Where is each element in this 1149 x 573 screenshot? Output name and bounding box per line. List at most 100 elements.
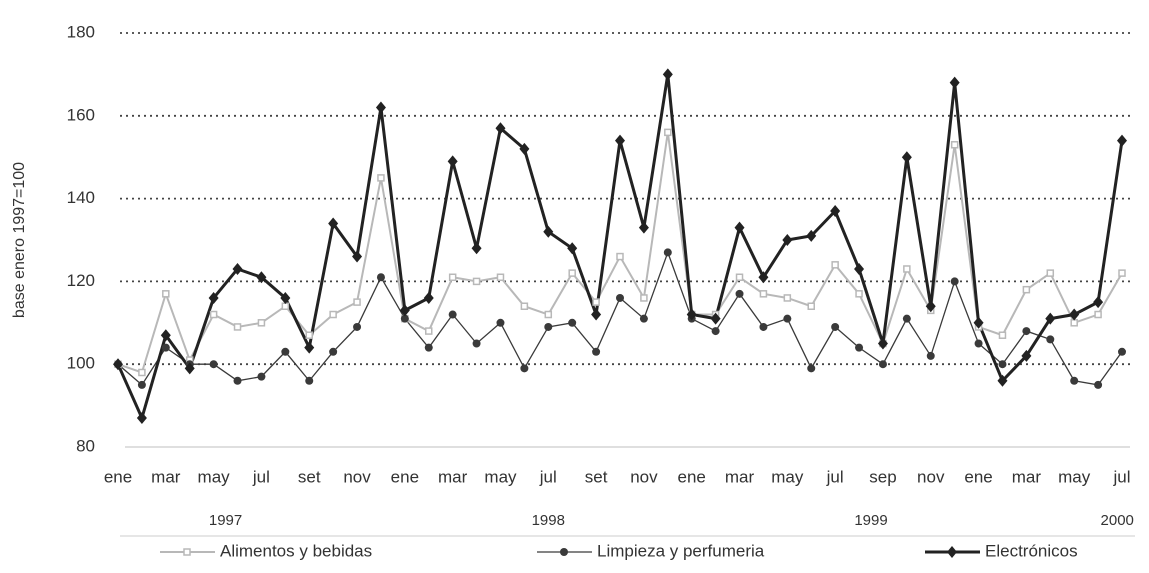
marker [160,329,171,342]
marker [663,248,672,257]
x-tick-label: jul [826,467,844,486]
marker [806,229,817,242]
x-tick-label: may [484,467,517,486]
marker [616,252,624,261]
marker [735,289,744,298]
x-tick-label: may [771,467,804,486]
marker [329,310,337,319]
marker [209,310,218,319]
legend-marker [947,546,957,558]
marker [281,302,290,310]
marker [1046,335,1055,344]
marker [877,337,888,350]
marker [973,316,984,329]
marker [305,376,314,385]
marker [1022,327,1031,336]
marker [329,347,338,356]
x-tick-label: nov [343,467,371,486]
series-line [116,74,1124,423]
marker [162,290,170,298]
marker [950,141,959,149]
marker [544,322,553,331]
marker [138,368,146,377]
marker [400,314,409,323]
legend-marker [560,548,568,556]
marker [568,318,577,327]
marker [209,360,218,369]
x-tick-label: jul [539,467,557,486]
x-tick-label: sep [869,467,896,486]
marker [759,322,768,331]
marker [208,291,219,304]
marker [710,312,721,325]
marker [1093,296,1104,309]
y-tick-label: 140 [67,188,95,207]
marker [1094,310,1102,319]
x-tick-label: may [198,467,231,486]
marker [305,331,313,339]
marker [807,302,815,310]
marker [137,380,146,389]
x-tick-label: may [1058,467,1091,486]
marker [855,290,863,298]
marker [161,343,170,352]
marker [471,242,482,255]
y-tick-label: 160 [67,105,95,124]
marker [686,308,697,321]
y-tick-label: 100 [67,354,95,373]
marker [925,300,936,313]
marker [901,151,912,164]
x-tick-label: mar [438,467,468,486]
marker [472,277,481,286]
marker [638,221,649,234]
marker [256,271,267,284]
marker [257,372,266,381]
marker [448,273,457,282]
marker [425,327,433,335]
marker [377,174,385,182]
marker [950,277,959,286]
marker [903,265,911,273]
x-tick-label: nov [917,467,945,486]
marker [233,376,242,385]
x-tick-label: mar [151,467,181,486]
marker [568,269,576,277]
x-tick-label: mar [1012,467,1042,486]
marker [496,318,505,327]
marker [1021,349,1032,362]
marker [831,261,839,269]
marker [280,291,291,304]
marker [902,314,911,323]
marker [520,302,529,310]
marker [520,364,529,373]
marker [423,291,434,304]
y-tick-label: 180 [67,22,95,41]
marker [734,221,745,234]
marker [1045,312,1056,325]
x-tick-label: ene [104,467,132,486]
marker [232,262,243,275]
y-axis-label: base enero 1997=100 [11,162,28,318]
x-tick-label: jul [252,467,270,486]
marker [567,242,578,255]
marker [424,343,433,352]
marker [375,101,386,114]
marker [783,314,792,323]
x-tick-label: mar [725,467,755,486]
legend-marker [183,548,191,556]
x-tick-label: set [585,467,608,486]
marker [1022,285,1031,294]
marker [662,68,673,81]
year-label: 1999 [854,512,887,529]
x-tick-label: jul [1112,467,1130,486]
marker [1117,134,1127,147]
marker [949,76,960,89]
marker [257,319,266,327]
marker [1094,380,1103,389]
marker [304,341,315,354]
marker [759,290,768,298]
legend-label: Alimentos y bebidas [220,541,372,560]
marker [184,362,195,375]
marker [544,310,553,319]
